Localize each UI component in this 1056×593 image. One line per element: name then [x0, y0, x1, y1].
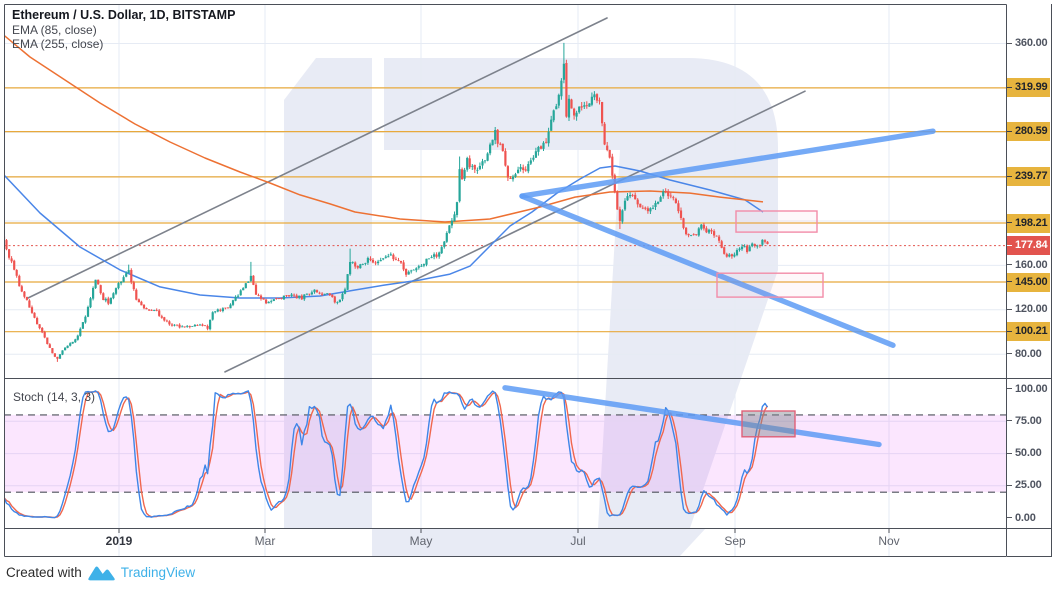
axis-divider [1007, 556, 1051, 557]
price-axis[interactable]: 360.00 319.99 280.59 239.77 198.21 177.84 160.… [1007, 4, 1052, 557]
brand-link[interactable]: TradingView [120, 564, 196, 580]
stoch-axis-label: 0.00 [1007, 509, 1050, 528]
drawing-rectangle[interactable] [716, 272, 824, 298]
up-candle-bodies [58, 63, 764, 359]
price-axis-label: 280.59 [1007, 122, 1050, 142]
price-axis-label: 319.99 [1007, 78, 1050, 98]
tradingview-logo-icon[interactable] [87, 563, 116, 582]
axis-divider [1007, 528, 1051, 529]
trendline-blue[interactable] [519, 193, 896, 348]
stoch-axis-label: 25.00 [1007, 476, 1050, 495]
trendline-gray[interactable] [27, 17, 608, 299]
time-axis-label: 2019 [105, 534, 133, 548]
trendline-gray[interactable] [224, 90, 806, 373]
price-axis-label: 160.00 [1007, 256, 1050, 275]
last-price-label: 177.84 [1007, 236, 1050, 256]
price-axis-label: 198.21 [1007, 213, 1050, 233]
watermark-glyph-7-top [384, 58, 778, 150]
time-axis[interactable]: 2019 Mar May Jul Sep Nov [4, 528, 1007, 556]
stoch-band-fill [4, 414, 1007, 493]
trendline-blue[interactable] [502, 385, 882, 448]
stoch-axis-label: 50.00 [1007, 444, 1050, 463]
price-axis-label: 120.00 [1007, 300, 1050, 319]
price-axis-label: 239.77 [1007, 167, 1050, 187]
stoch-k-line[interactable] [4, 390, 769, 519]
stoch-band [4, 414, 1007, 493]
stoch-lines-layer [4, 390, 769, 519]
axis-divider [1007, 378, 1051, 379]
chart-canvas[interactable] [4, 4, 1007, 557]
drawing-rectangle[interactable] [735, 210, 818, 233]
drawings-layer[interactable] [502, 128, 936, 448]
price-axis-label: 80.00 [1007, 345, 1050, 364]
time-axis-label: Sep [724, 534, 746, 548]
drawing-rectangle[interactable] [741, 410, 796, 438]
attribution: Created with TradingView [6, 561, 195, 583]
attribution-text: Created with [6, 564, 82, 580]
price-panel-layer [4, 17, 1007, 373]
stoch-axis-label: 75.00 [1007, 412, 1050, 431]
down-candle-bodies [4, 63, 769, 359]
price-axis-label: 100.21 [1007, 322, 1050, 342]
time-axis-label: Nov [878, 534, 900, 548]
watermark-base-band [372, 528, 706, 556]
price-axis-label: 145.00 [1007, 272, 1050, 292]
time-axis-label: Jul [570, 534, 586, 548]
time-axis-label: Mar [254, 534, 276, 548]
ema85-line[interactable] [4, 165, 764, 299]
trendline-blue[interactable] [519, 128, 936, 199]
stoch-label[interactable]: Stoch (14, 3, 3) [13, 390, 96, 404]
watermark-glyph-1 [284, 58, 372, 528]
price-axis-label: 360.00 [1007, 34, 1050, 53]
time-axis-label: May [409, 534, 433, 548]
stoch-axis-label: 100.00 [1007, 380, 1050, 399]
